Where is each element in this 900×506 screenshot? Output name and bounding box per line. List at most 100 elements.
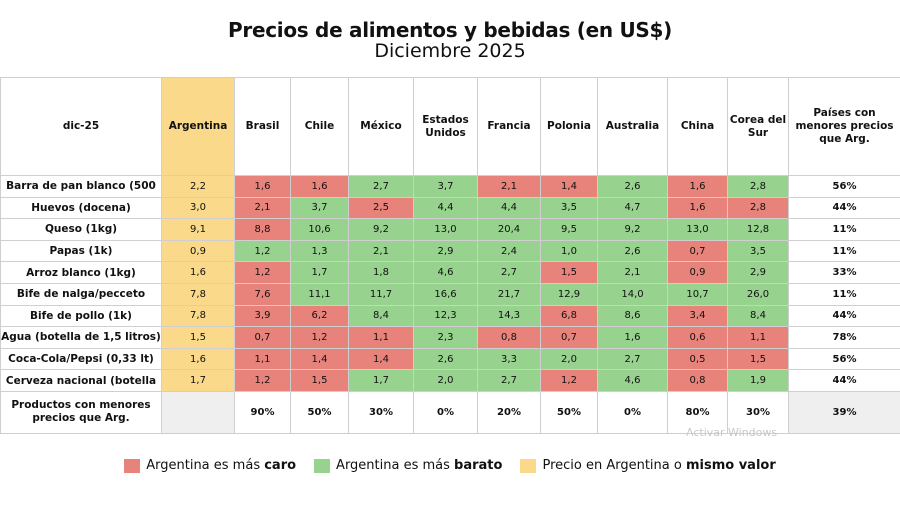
price-cell: 2,9 <box>413 239 478 263</box>
price-cell: 2,7 <box>597 347 668 371</box>
price-cell: 0,8 <box>667 369 728 392</box>
price-cell: 2,1 <box>597 261 668 284</box>
header-country: Argentina <box>161 77 235 176</box>
price-cell: 2,4 <box>477 239 541 263</box>
page-title: Precios de alimentos y bebidas (en US$) <box>228 18 672 42</box>
price-cell: 7,6 <box>234 282 291 306</box>
price-cell: 1,6 <box>667 175 728 198</box>
price-cell: 13,0 <box>413 218 478 241</box>
price-cell: 2,6 <box>413 347 478 371</box>
price-cell: 2,0 <box>540 347 598 371</box>
price-cell: 1,2 <box>234 239 291 263</box>
price-cell: 1,6 <box>290 175 349 198</box>
price-cell: 21,7 <box>477 282 541 306</box>
table-row: Agua (botella de 1,5 litros) 1,5 0,7 1,2 1,1… <box>0 326 900 349</box>
price-cell: 1,5 <box>161 326 235 349</box>
page-subtitle: Diciembre 2025 <box>374 40 526 62</box>
legend-bold: barato <box>454 458 503 473</box>
price-cell: 8,6 <box>597 304 668 328</box>
price-cell: 7,8 <box>161 304 235 328</box>
price-cell: 16,6 <box>413 282 478 306</box>
price-table: dic-25 Argentina Brasil Chile México Estados … <box>0 77 900 434</box>
price-cell: 20,4 <box>477 218 541 241</box>
price-cell: 11,7 <box>348 282 414 306</box>
footer-cell: 50% <box>290 390 349 434</box>
price-cell: 14,0 <box>597 282 668 306</box>
price-cell: 1,6 <box>597 326 668 349</box>
header-country: Brasil <box>234 77 291 176</box>
price-cell: 26,0 <box>727 282 789 306</box>
summary-cell: 44% <box>788 369 900 392</box>
price-cell: 9,2 <box>348 218 414 241</box>
row-label: Coca-Cola/Pepsi (0,33 lt) <box>0 347 162 371</box>
price-cell: 1,7 <box>348 369 414 392</box>
table-row: Coca-Cola/Pepsi (0,33 lt) 1,6 1,1 1,4 1,4 2,6… <box>0 347 900 371</box>
price-cell: 6,2 <box>290 304 349 328</box>
header-summary: Países con menores precios que Arg. <box>788 77 900 176</box>
price-cell: 3,9 <box>234 304 291 328</box>
table-row: Arroz blanco (1kg) 1,6 1,2 1,7 1,8 4,6 2,7 1,5 2… <box>0 261 900 284</box>
price-cell: 0,8 <box>477 326 541 349</box>
price-cell: 2,6 <box>597 175 668 198</box>
table-row: Bife de pollo (1k) 7,8 3,9 6,2 8,4 12,3 14,3 6,… <box>0 304 900 328</box>
legend-swatch-green <box>314 458 331 473</box>
row-label: Huevos (docena) <box>0 196 162 220</box>
price-cell: 0,7 <box>540 326 598 349</box>
table-row: Queso (1kg) 9,1 8,8 10,6 9,2 13,0 20,4 9,5 9,2 13… <box>0 218 900 241</box>
row-label: Cerveza nacional (botella <box>0 369 162 392</box>
price-cell: 3,4 <box>667 304 728 328</box>
price-cell: 1,8 <box>348 261 414 284</box>
price-cell: 2,8 <box>727 175 789 198</box>
price-cell: 2,8 <box>727 196 789 220</box>
price-cell: 9,1 <box>161 218 235 241</box>
footer-label: Productos con menores precios que Arg. <box>0 390 162 434</box>
price-cell: 1,4 <box>290 347 349 371</box>
footer-cell: 20% <box>477 390 541 434</box>
price-cell: 9,5 <box>540 218 598 241</box>
legend-text: Precio en Argentina o <box>542 458 686 473</box>
legend-bold: mismo valor <box>685 458 776 473</box>
price-cell: 1,1 <box>727 326 789 349</box>
price-cell: 1,6 <box>161 261 235 284</box>
price-cell: 1,4 <box>348 347 414 371</box>
header-country: México <box>348 77 414 176</box>
price-cell: 1,7 <box>161 369 235 392</box>
price-cell: 2,0 <box>413 369 478 392</box>
price-cell: 1,2 <box>290 326 349 349</box>
price-cell: 1,5 <box>540 261 598 284</box>
summary-cell: 11% <box>788 239 900 263</box>
footer-cell: 90% <box>234 390 291 434</box>
summary-cell: 56% <box>788 175 900 198</box>
table-row: Huevos (docena) 3,0 2,1 3,7 2,5 4,4 4,4 3,5 4,7 1… <box>0 196 900 220</box>
legend-red: Argentina es más caro <box>124 458 296 473</box>
price-cell: 3,7 <box>413 175 478 198</box>
price-cell: 4,6 <box>597 369 668 392</box>
row-label: Agua (botella de 1,5 litros) <box>0 326 162 349</box>
header-country: Polonia <box>540 77 598 176</box>
footer-cell: 80% <box>667 390 728 434</box>
header-country: Australia <box>597 77 668 176</box>
summary-cell: 44% <box>788 196 900 220</box>
header-country: China <box>667 77 728 176</box>
summary-cell: 11% <box>788 218 900 241</box>
row-label: Bife de pollo (1k) <box>0 304 162 328</box>
legend-text: Argentina es más <box>146 458 265 473</box>
price-cell: 1,4 <box>540 175 598 198</box>
price-cell: 1,6 <box>234 175 291 198</box>
row-label: Queso (1kg) <box>0 218 162 241</box>
row-label: Barra de pan blanco (500 <box>0 175 162 198</box>
price-cell: 3,7 <box>290 196 349 220</box>
price-cell: 10,7 <box>667 282 728 306</box>
price-cell: 1,1 <box>348 326 414 349</box>
summary-cell: 44% <box>788 304 900 328</box>
price-cell: 2,7 <box>477 261 541 284</box>
price-cell: 0,7 <box>667 239 728 263</box>
price-cell: 4,4 <box>413 196 478 220</box>
table-row: Barra de pan blanco (500 2,2 1,6 1,6 2,7 3,7 2… <box>0 175 900 198</box>
price-cell: 10,6 <box>290 218 349 241</box>
price-cell: 6,8 <box>540 304 598 328</box>
header-corner: dic-25 <box>0 77 162 176</box>
legend-text: Argentina es más <box>336 458 455 473</box>
price-cell: 4,7 <box>597 196 668 220</box>
price-cell: 1,2 <box>234 261 291 284</box>
